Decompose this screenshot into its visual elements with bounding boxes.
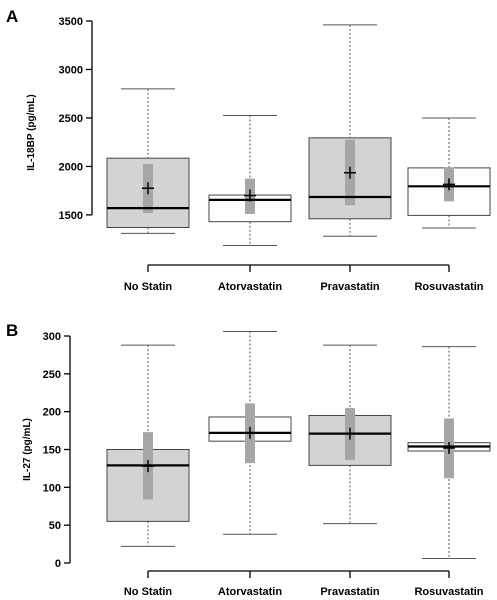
panel-a: A IL-18BP (pg/mL) 1500 2000 2500 3000 3500 No S… (6, 7, 491, 293)
panel-letter: B (6, 321, 18, 340)
y-tick-label: 2500 (59, 113, 83, 125)
x-tick-label: Atorvastatin (218, 586, 282, 598)
box-no-statin (106, 344, 190, 547)
x-tick-label: Pravastatin (320, 586, 380, 598)
y-tick-label: 200 (43, 407, 61, 419)
x-tick-label: Rosuvastatin (414, 281, 483, 293)
y-tick-label: 250 (43, 369, 61, 381)
y-axis-label: IL-18BP (pg/mL) (26, 94, 37, 170)
box-pravastatin (308, 344, 392, 525)
x-tick-label: Pravastatin (320, 281, 380, 293)
panel-letter: A (6, 7, 18, 26)
y-tick-label: 3500 (59, 16, 83, 28)
y-tick-label: 150 (43, 445, 61, 457)
box-atorvastatin (208, 330, 292, 535)
y-tick-label: 50 (49, 520, 61, 532)
box-rosuvastatin (407, 117, 491, 229)
y-tick-label: 0 (55, 558, 61, 570)
box-no-statin (106, 88, 190, 234)
x-tick-label: No Statin (124, 281, 173, 293)
panel-b: B IL-27 (pg/mL) 0 50 100 150 200 250 300 No Stati… (6, 321, 491, 598)
box-rosuvastatin (407, 346, 491, 559)
box-atorvastatin (208, 115, 292, 246)
y-axis-label: IL-27 (pg/mL) (22, 418, 33, 481)
x-tick-label: Rosuvastatin (414, 586, 483, 598)
y-tick-label: 1500 (59, 210, 83, 222)
x-tick-label: No Statin (124, 586, 173, 598)
box-pravastatin (308, 24, 392, 237)
y-tick-label: 300 (43, 331, 61, 343)
y-tick-label: 100 (43, 482, 61, 494)
x-tick-label: Atorvastatin (218, 281, 282, 293)
y-tick-label: 2000 (59, 161, 83, 173)
y-tick-label: 3000 (59, 64, 83, 76)
